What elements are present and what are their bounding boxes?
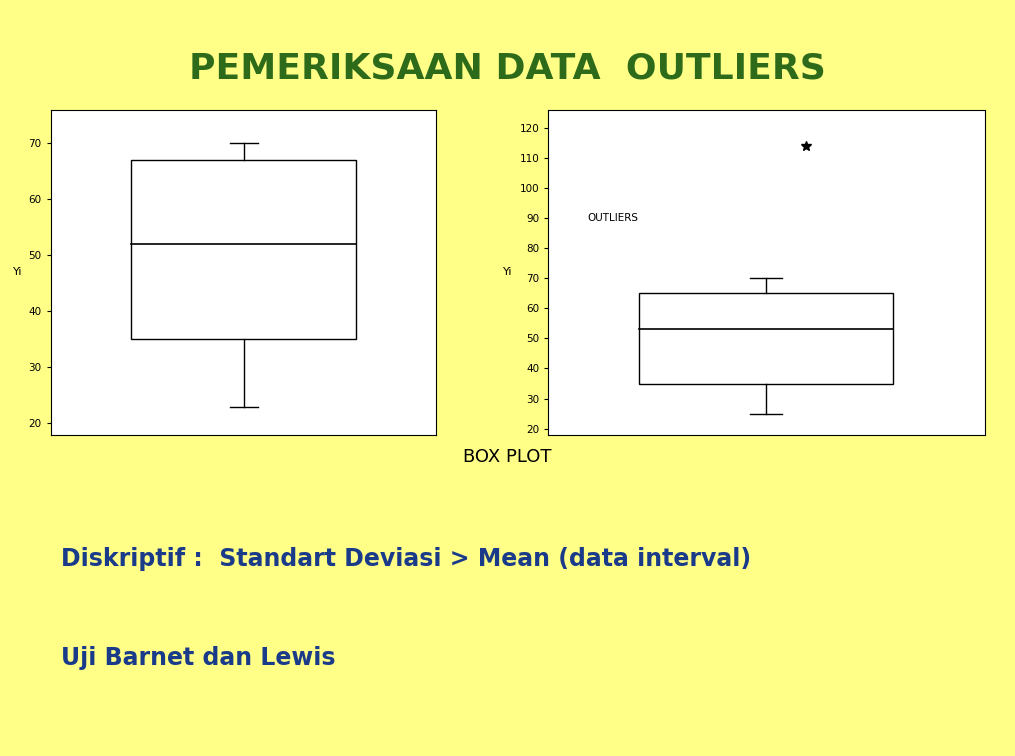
Y-axis label: Yi: Yi <box>13 267 22 277</box>
Text: BOX PLOT: BOX PLOT <box>463 448 552 466</box>
Y-axis label: Yi: Yi <box>503 267 513 277</box>
Text: OUTLIERS: OUTLIERS <box>588 213 638 223</box>
Bar <box>131 160 356 339</box>
Text: PEMERIKSAAN DATA  OUTLIERS: PEMERIKSAAN DATA OUTLIERS <box>189 51 826 85</box>
Text: Diskriptif :  Standart Deviasi > Mean (data interval): Diskriptif : Standart Deviasi > Mean (da… <box>61 547 751 572</box>
Text: Uji Barnet dan Lewis: Uji Barnet dan Lewis <box>61 646 335 670</box>
Bar <box>639 293 893 383</box>
